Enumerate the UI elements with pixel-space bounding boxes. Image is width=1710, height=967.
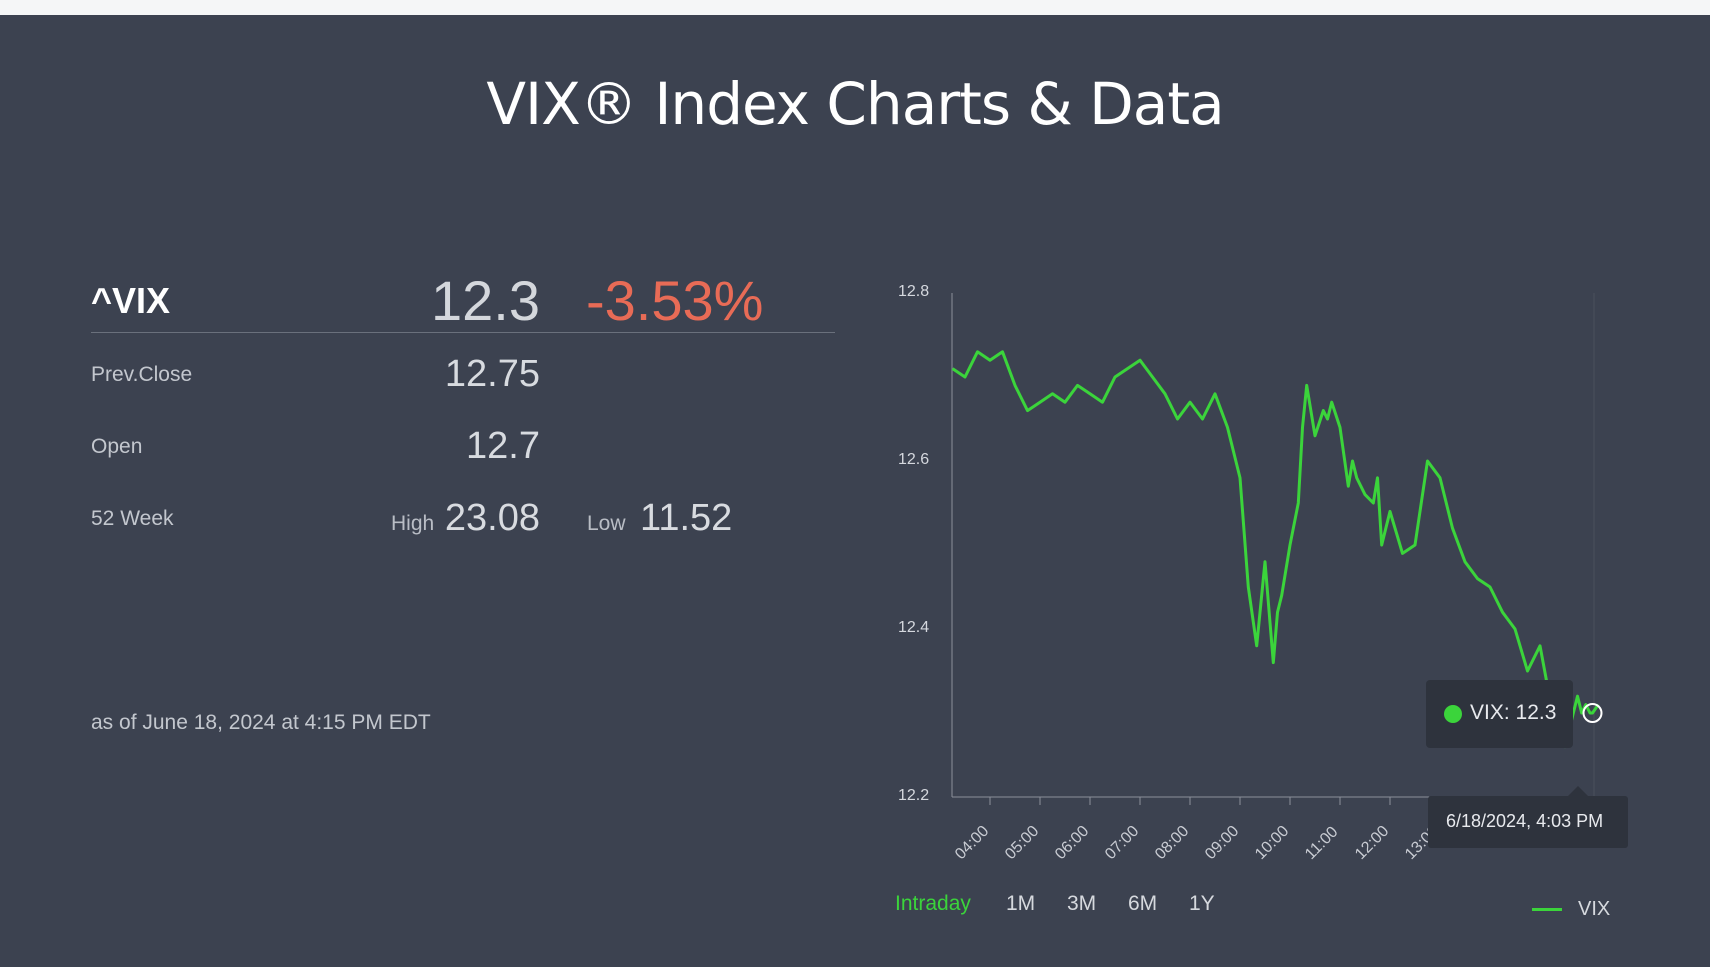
range-1m-button[interactable]: 1M <box>1006 892 1036 915</box>
tooltip-arrow-icon <box>1568 786 1588 796</box>
y-tick-label: 12.6 <box>898 451 930 468</box>
time-tooltip: 6/18/2024, 4:03 PM <box>1428 786 1628 848</box>
week52-label: 52 Week <box>91 507 174 530</box>
tooltip-time: 6/18/2024, 4:03 PM <box>1446 811 1604 831</box>
page-title: VIX® Index Charts & Data <box>486 70 1224 138</box>
range-6m-button[interactable]: 6M <box>1128 892 1158 915</box>
y-tick-label: 12.8 <box>898 283 930 300</box>
prev-close-value: 12.75 <box>444 353 540 395</box>
legend-line-icon <box>1532 908 1562 911</box>
high-value: 23.08 <box>444 497 540 539</box>
open-value: 12.7 <box>466 425 540 467</box>
y-tick-label: 12.4 <box>898 619 930 636</box>
value-tooltip: VIX: 12.3 <box>1426 680 1573 748</box>
prev-close-label: Prev.Close <box>91 363 193 386</box>
low-label: Low <box>587 512 626 535</box>
tooltip-value: VIX: 12.3 <box>1470 701 1557 724</box>
symbol: ^VIX <box>91 280 171 321</box>
low-value: 11.52 <box>640 497 733 539</box>
change-percent: -3.53% <box>586 269 764 332</box>
high-label: High <box>391 512 435 535</box>
divider <box>91 332 835 333</box>
as-of-timestamp: as of June 18, 2024 at 4:15 PM EDT <box>91 711 431 734</box>
last-price: 12.3 <box>431 269 540 332</box>
legend-label: VIX <box>1578 898 1611 920</box>
range-1y-button[interactable]: 1Y <box>1189 892 1215 915</box>
series-dot-icon <box>1444 705 1462 723</box>
open-label: Open <box>91 435 143 458</box>
range-3m-button[interactable]: 3M <box>1067 892 1097 915</box>
y-tick-label: 12.2 <box>898 787 930 804</box>
range-intraday-button[interactable]: Intraday <box>895 892 971 915</box>
